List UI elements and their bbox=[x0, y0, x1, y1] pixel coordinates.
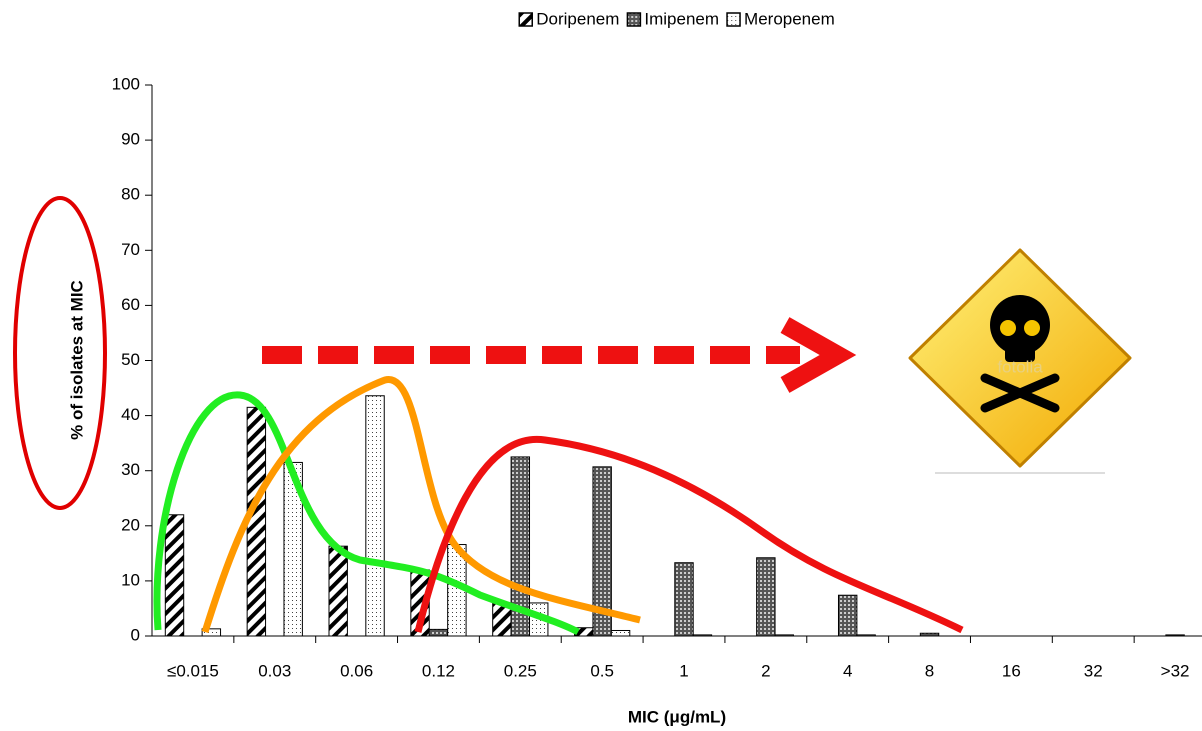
chart: Doripenem Imipenem Meropenem % of isolates… bbox=[0, 0, 1202, 731]
y-tick-label: 70 bbox=[121, 240, 140, 259]
x-tick-label: ≤0.015 bbox=[167, 661, 219, 680]
y-tick-label: 80 bbox=[121, 185, 140, 204]
legend-label: Doripenem bbox=[536, 9, 619, 28]
x-tick-label: 4 bbox=[843, 661, 852, 680]
x-tick-label: 0.12 bbox=[422, 661, 455, 680]
x-tick-label: 0.06 bbox=[340, 661, 373, 680]
legend-swatch bbox=[627, 13, 640, 26]
bar bbox=[1166, 635, 1184, 636]
x-tick-label: 0.03 bbox=[258, 661, 291, 680]
x-tick-label: 0.25 bbox=[504, 661, 537, 680]
warning-sign: fotolia bbox=[910, 250, 1130, 473]
legend-swatch bbox=[727, 13, 740, 26]
bar bbox=[693, 635, 711, 636]
legend-item: Meropenem bbox=[727, 9, 835, 28]
bar bbox=[920, 633, 938, 636]
bar bbox=[366, 396, 384, 636]
y-tick-label: 0 bbox=[131, 625, 140, 644]
x-tick-label: 1 bbox=[679, 661, 688, 680]
bar bbox=[757, 558, 775, 636]
legend: Doripenem Imipenem Meropenem bbox=[519, 9, 835, 28]
x-tick-label: 32 bbox=[1084, 661, 1103, 680]
y-tick-label: 100 bbox=[112, 74, 140, 93]
legend-swatch bbox=[519, 13, 532, 26]
bar bbox=[329, 546, 347, 636]
page: Doripenem Imipenem Meropenem % of isolates… bbox=[0, 0, 1202, 731]
x-tick-label: 0.5 bbox=[590, 661, 614, 680]
watermark: fotolia bbox=[997, 357, 1043, 376]
y-tick-label: 40 bbox=[121, 405, 140, 424]
legend-item: Imipenem bbox=[627, 9, 719, 28]
bar bbox=[857, 635, 875, 636]
x-axis-title: MIC (μg/mL) bbox=[628, 707, 726, 726]
legend-label: Meropenem bbox=[744, 9, 835, 28]
bar bbox=[165, 515, 183, 636]
legend-item: Doripenem bbox=[519, 9, 619, 28]
bar bbox=[838, 595, 856, 636]
y-axis-title: % of isolates at MIC bbox=[67, 280, 86, 440]
x-tick-label: 16 bbox=[1002, 661, 1021, 680]
y-tick-label: 50 bbox=[121, 350, 140, 369]
bar bbox=[675, 563, 693, 636]
x-tick-label: 8 bbox=[925, 661, 934, 680]
y-tick-label: 30 bbox=[121, 460, 140, 479]
bar bbox=[775, 635, 793, 636]
y-tick-label: 90 bbox=[121, 130, 140, 149]
legend-label: Imipenem bbox=[644, 9, 719, 28]
x-tick-label: >32 bbox=[1161, 661, 1190, 680]
highlight-ellipse bbox=[15, 198, 105, 508]
y-tick-label: 20 bbox=[121, 515, 140, 534]
bar bbox=[429, 629, 447, 636]
y-tick-label: 60 bbox=[121, 295, 140, 314]
y-tick-label: 10 bbox=[121, 570, 140, 589]
x-tick-label: 2 bbox=[761, 661, 770, 680]
bar bbox=[611, 630, 629, 636]
bar bbox=[247, 407, 265, 636]
